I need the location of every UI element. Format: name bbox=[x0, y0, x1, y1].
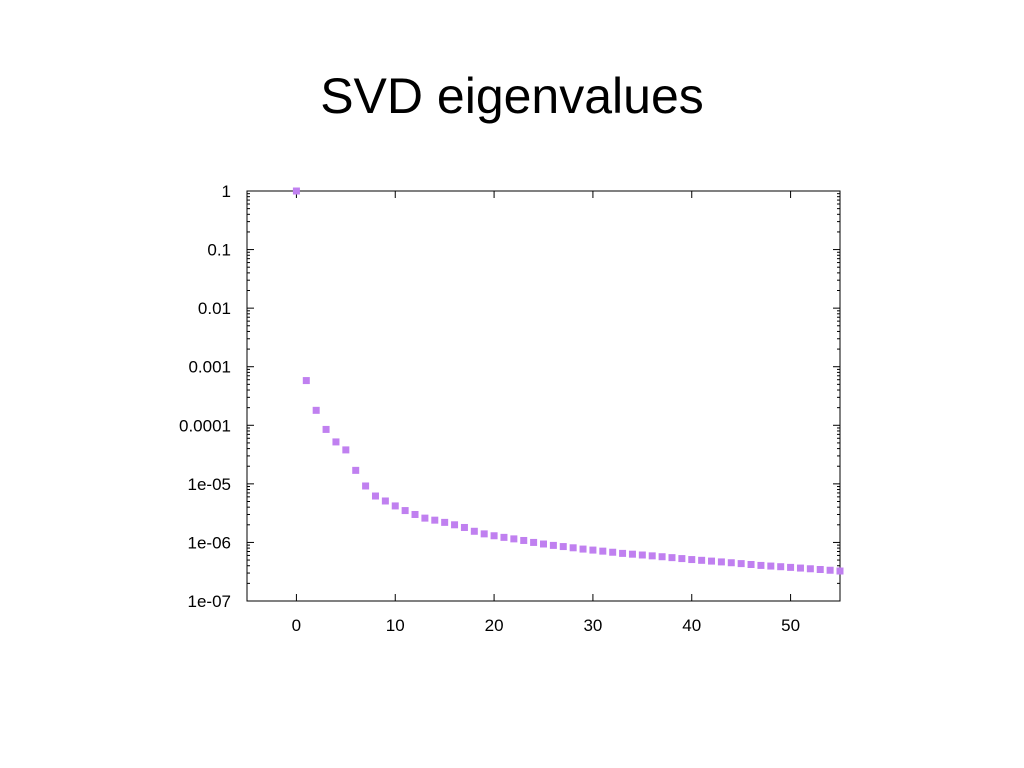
data-point bbox=[540, 540, 547, 548]
data-point bbox=[381, 497, 389, 505]
x-tick-label: 50 bbox=[781, 616, 800, 635]
data-point bbox=[510, 535, 518, 543]
data-point bbox=[312, 406, 320, 414]
data-point bbox=[549, 541, 557, 549]
x-tick-label: 0 bbox=[292, 616, 301, 635]
y-tick-label: 0.0001 bbox=[179, 416, 231, 435]
data-point bbox=[589, 546, 597, 554]
data-point bbox=[530, 538, 538, 546]
data-point bbox=[322, 425, 330, 433]
data-point bbox=[411, 510, 419, 518]
y-tick-label: 1e-07 bbox=[188, 592, 231, 611]
data-point bbox=[638, 551, 646, 559]
x-tick-label: 30 bbox=[583, 616, 602, 635]
data-point bbox=[500, 533, 508, 541]
data-point bbox=[648, 552, 656, 560]
data-point bbox=[609, 548, 617, 556]
data-point bbox=[292, 187, 300, 195]
data-point bbox=[391, 502, 399, 510]
data-point bbox=[431, 516, 439, 524]
data-point bbox=[371, 492, 379, 500]
data-point bbox=[342, 446, 350, 454]
data-point bbox=[520, 536, 528, 544]
data-point bbox=[451, 521, 459, 529]
data-point bbox=[688, 556, 696, 564]
data-point bbox=[302, 377, 310, 385]
y-tick-label: 1 bbox=[222, 182, 231, 201]
x-tick-label: 10 bbox=[386, 616, 405, 635]
data-point bbox=[836, 567, 844, 575]
data-point bbox=[460, 523, 468, 531]
data-point bbox=[401, 507, 409, 515]
data-point bbox=[569, 544, 577, 552]
x-tick-label: 40 bbox=[682, 616, 701, 635]
y-tick-label: 0.01 bbox=[198, 299, 231, 318]
data-point bbox=[787, 563, 795, 571]
plot-frame bbox=[246, 190, 841, 602]
data-point bbox=[826, 566, 834, 574]
data-point bbox=[747, 560, 755, 568]
x-tick-label: 20 bbox=[485, 616, 504, 635]
data-point bbox=[678, 555, 686, 563]
data-point bbox=[559, 543, 567, 551]
data-point bbox=[480, 530, 488, 538]
y-tick-label: 1e-05 bbox=[188, 475, 231, 494]
data-point bbox=[362, 482, 370, 490]
data-point bbox=[579, 545, 587, 553]
data-point bbox=[628, 550, 636, 558]
data-point bbox=[767, 562, 775, 570]
y-tick-label: 1e-06 bbox=[188, 533, 231, 552]
data-point bbox=[698, 556, 706, 564]
data-point bbox=[806, 565, 814, 573]
data-point bbox=[777, 563, 785, 571]
data-point bbox=[727, 559, 735, 567]
data-point bbox=[332, 438, 340, 446]
y-tick-label: 0.001 bbox=[188, 358, 231, 377]
data-point bbox=[757, 561, 765, 569]
data-point bbox=[421, 514, 429, 522]
slide-title: SVD eigenvalues bbox=[320, 68, 704, 124]
data-point bbox=[658, 553, 666, 561]
data-point bbox=[737, 560, 745, 568]
data-point bbox=[441, 518, 449, 526]
data-point bbox=[708, 557, 716, 565]
data-point bbox=[352, 466, 360, 474]
data-point bbox=[599, 547, 607, 555]
data-point bbox=[816, 565, 824, 573]
data-point bbox=[619, 549, 627, 557]
y-tick-label: 0.1 bbox=[207, 241, 231, 260]
data-point bbox=[490, 532, 498, 540]
data-point bbox=[717, 558, 725, 566]
data-point bbox=[470, 527, 478, 535]
data-point bbox=[668, 554, 676, 562]
data-point bbox=[796, 564, 804, 572]
